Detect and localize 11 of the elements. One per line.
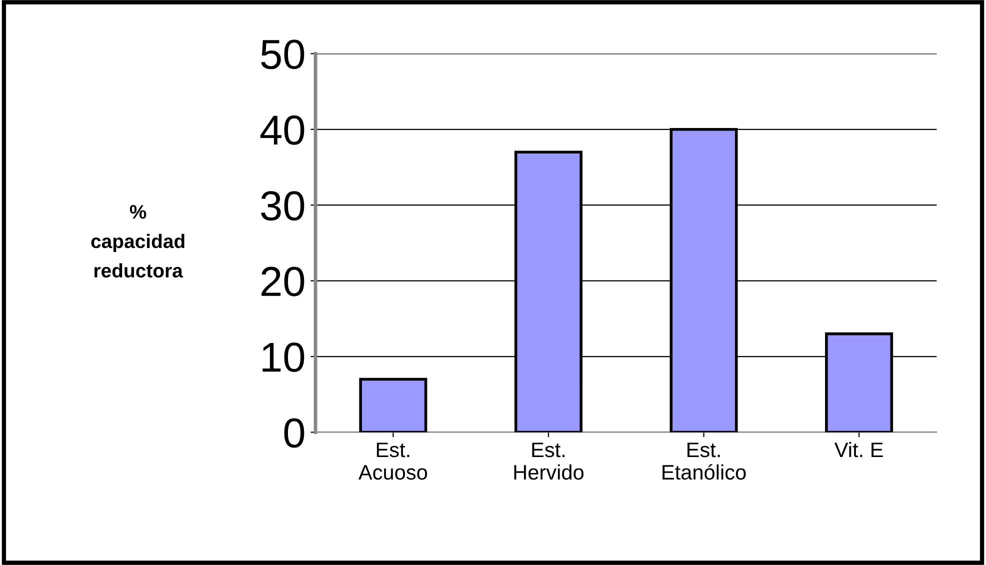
y-tick-label: 10 [262, 342, 304, 372]
x-tick-label: Est. Etanólico [662, 442, 746, 480]
x-tick-label: Vit. E [834, 442, 883, 458]
y-tick-label: 0 [284, 418, 304, 448]
y-axis-title: % capacidad reductora [91, 205, 184, 278]
x-tick-label: Est. Hervido [514, 442, 584, 480]
y-tick-label: 20 [262, 266, 304, 296]
y-tick-label: 40 [260, 115, 304, 145]
y-tick-label: 30 [261, 191, 304, 221]
x-tick-label: Est. Acuoso [358, 442, 428, 480]
y-tick-label: 50 [261, 40, 304, 70]
